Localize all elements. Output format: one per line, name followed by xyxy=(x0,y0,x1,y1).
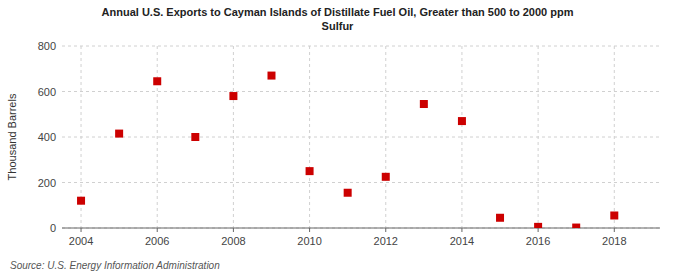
x-tick-mark xyxy=(461,228,462,232)
x-tick-mark xyxy=(385,228,386,232)
y-tick-label: 200 xyxy=(38,177,56,189)
y-axis-label: Thousand Barrels xyxy=(6,93,18,180)
x-tick-label: 2010 xyxy=(297,235,321,247)
x-grid-line xyxy=(233,46,234,228)
point: 2007: 400 xyxy=(191,133,199,141)
chart: Annual U.S. Exports to Cayman Islands of… xyxy=(0,0,675,275)
point: 2011: 155 xyxy=(344,189,352,197)
x-tick-mark xyxy=(538,228,539,232)
point: 2005: 415 xyxy=(115,130,123,138)
y-grid-line xyxy=(62,137,660,138)
y-grid-line xyxy=(62,228,660,229)
grid xyxy=(62,46,660,228)
x-tick-mark xyxy=(614,228,615,232)
x-tick-mark xyxy=(233,228,234,232)
x-axis-line xyxy=(62,228,660,229)
point: 2018: 55 xyxy=(610,211,618,219)
title: Annual U.S. Exports to Cayman Islands of… xyxy=(102,6,574,32)
y-tick-label: 600 xyxy=(38,86,56,98)
point: 2009: 670 xyxy=(267,72,275,80)
x-tick-label: 2006 xyxy=(145,235,169,247)
x-grid-line xyxy=(157,46,158,228)
point: 2010: 250 xyxy=(306,167,314,175)
points: 2004: 120 2005: 415 2006: 645 2007: 400 2008… xyxy=(77,72,618,228)
y-tick-label: 800 xyxy=(38,40,56,52)
x-tick-mark xyxy=(81,228,82,232)
x-tick-label: 2016 xyxy=(526,235,550,247)
y-grid-line xyxy=(62,46,660,47)
x-tick-label: 2004 xyxy=(69,235,93,247)
x-tick-mark xyxy=(157,228,158,232)
point: 2006: 645 xyxy=(153,77,161,85)
point: 2017: 2 xyxy=(572,224,580,228)
point: 2014: 470 xyxy=(458,117,466,125)
x-tick-label: 2014 xyxy=(450,235,474,247)
y-tick-label: 400 xyxy=(38,131,56,143)
x-tick-label: 2018 xyxy=(602,235,626,247)
x-grid-line xyxy=(614,46,615,228)
x-grid-line xyxy=(538,46,539,228)
point: 2008: 580 xyxy=(229,92,237,100)
point: 2013: 545 xyxy=(420,100,428,108)
x-tick-label: 2012 xyxy=(374,235,398,247)
point: 2016: 5 xyxy=(534,223,542,228)
title-line: Sulfur xyxy=(322,20,354,32)
y-tick-label: 0 xyxy=(50,222,56,234)
chart-container: Annual U.S. Exports to Cayman Islands of… xyxy=(0,0,675,275)
x-grid-line xyxy=(309,46,310,228)
x-grid-line xyxy=(461,46,462,228)
x-tick-mark xyxy=(309,228,310,232)
y-grid-line xyxy=(62,91,660,92)
point: 2004: 120 xyxy=(77,197,85,205)
y-grid-line xyxy=(62,182,660,183)
x-tick-label: 2008 xyxy=(221,235,245,247)
source-annotation: Source: U.S. Energy Information Administ… xyxy=(10,260,220,271)
x-grid-line xyxy=(385,46,386,228)
point: 2012: 225 xyxy=(382,173,390,181)
title-line: Annual U.S. Exports to Cayman Islands of… xyxy=(102,6,574,18)
point: 2015: 45 xyxy=(496,214,504,222)
